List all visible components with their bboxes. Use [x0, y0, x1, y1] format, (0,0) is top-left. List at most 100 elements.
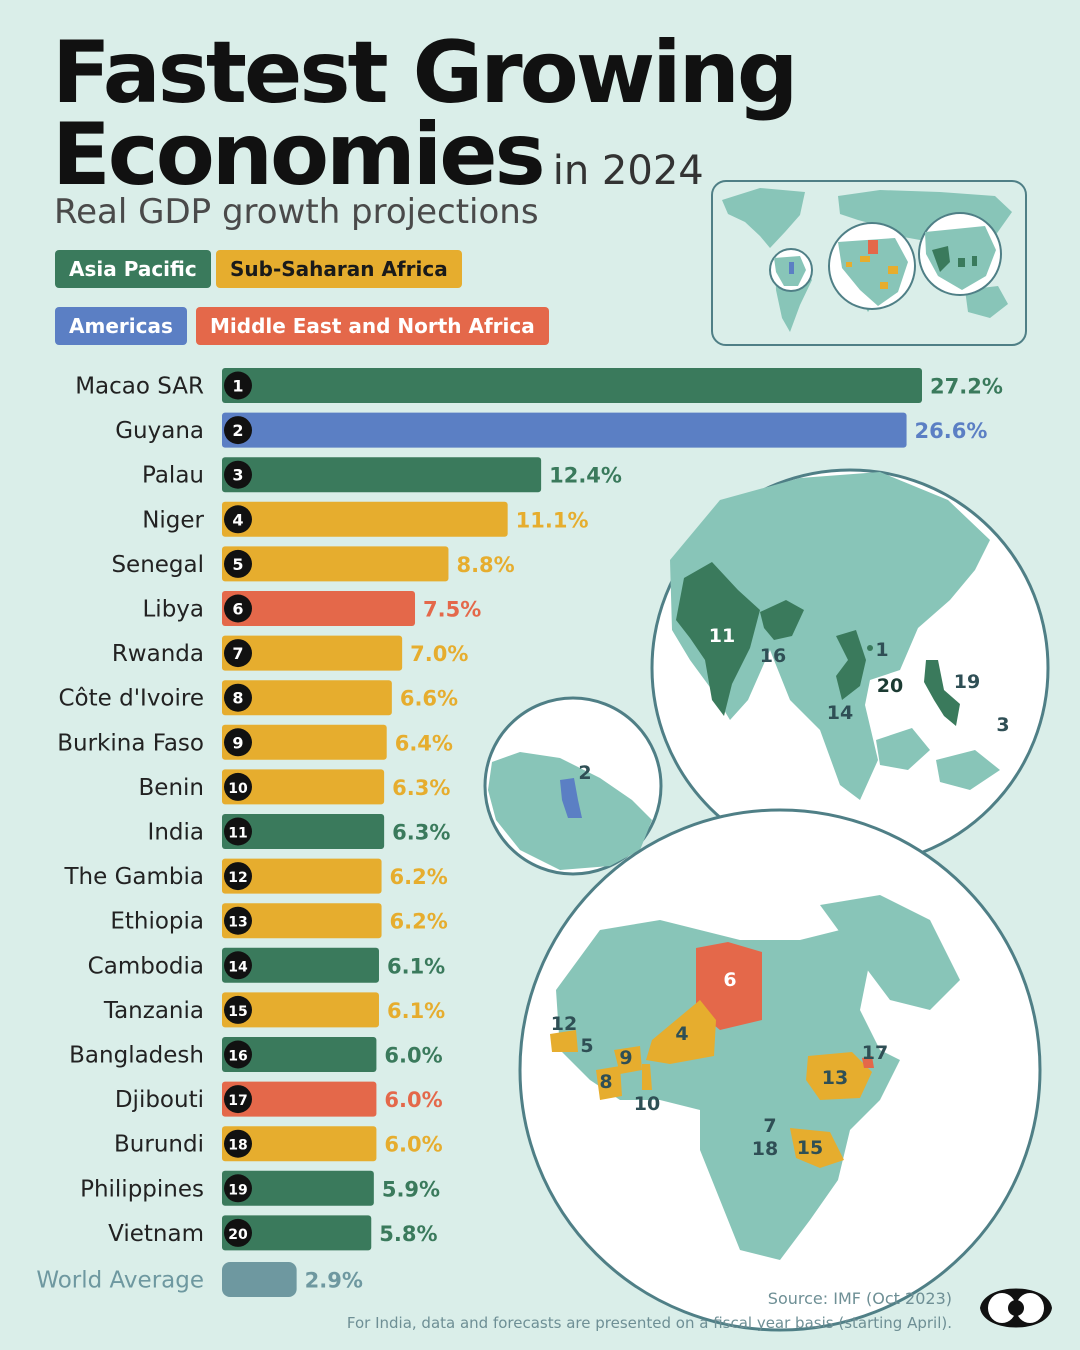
- category-label: Ethiopia: [110, 909, 204, 935]
- americas-map: [483, 696, 663, 876]
- map-number-label: 2: [578, 762, 591, 784]
- category-label: Benin: [139, 775, 204, 801]
- inset-australia: [965, 286, 1008, 318]
- rank-number: 2: [232, 421, 243, 440]
- bar: [222, 858, 382, 894]
- world-map-inset: [711, 180, 1027, 346]
- niger-shape: [646, 1000, 716, 1064]
- rank-number: 3: [232, 466, 243, 485]
- rank-number: 16: [228, 1049, 247, 1065]
- value-label: 7.0%: [410, 642, 468, 666]
- world-average-value: 2.9%: [305, 1269, 363, 1293]
- title-line-1: Fastest Growing: [52, 23, 798, 123]
- value-label: 6.0%: [384, 1088, 442, 1112]
- bar: [222, 1037, 377, 1072]
- bar: [222, 368, 922, 403]
- rank-number: 13: [228, 915, 247, 931]
- bar-chart: Macao SAR 1 27.2%Guyana 2 26.6%Palau 3 12.4%Ni…: [36, 368, 1003, 1297]
- value-label: 6.0%: [384, 1044, 442, 1068]
- footnote: For India, data and forecasts are presen…: [346, 1314, 952, 1332]
- rank-number: 10: [228, 781, 248, 797]
- bar: [222, 903, 382, 939]
- title-main: Economies: [52, 105, 546, 205]
- mali-burkina-shape: [614, 1046, 642, 1074]
- asia-land: [670, 472, 990, 800]
- category-label: Libya: [142, 597, 204, 623]
- value-label: 8.8%: [456, 553, 514, 577]
- rank-badge: [224, 1129, 252, 1158]
- rank-badge: [224, 862, 252, 891]
- rank-badge: [224, 728, 252, 757]
- value-label: 6.1%: [387, 999, 445, 1023]
- rank-number: 18: [228, 1138, 247, 1154]
- map-number-label: 6: [723, 969, 736, 991]
- value-label: 6.3%: [392, 776, 450, 800]
- map-labels: 11 16 1 20 19 14 3 2 6 125 4 98 10 13 17 718 15: [551, 625, 1010, 1160]
- bar: [222, 769, 385, 805]
- value-label: 7.5%: [423, 598, 481, 622]
- india-shape: [676, 562, 760, 716]
- rank-badge: [224, 772, 252, 801]
- inset-north-america: [722, 188, 805, 248]
- publisher-logo-icon: [980, 1288, 1052, 1328]
- rank-number: 8: [232, 689, 243, 708]
- djibouti-shape: [862, 1056, 874, 1068]
- category-label: Burkina Faso: [57, 730, 204, 756]
- category-label: Niger: [142, 507, 204, 533]
- rank-badge: [224, 639, 252, 668]
- value-label: 6.0%: [384, 1133, 442, 1157]
- rank-badge: [224, 416, 252, 445]
- value-label: 27.2%: [930, 375, 1003, 399]
- value-label: 26.6%: [915, 419, 988, 443]
- benin-shape: [642, 1064, 652, 1090]
- category-label: Cambodia: [88, 953, 204, 979]
- rank-badge: [224, 951, 252, 980]
- rank-badge: [224, 906, 252, 935]
- rank-badge: [224, 683, 252, 712]
- rank-number: 14: [228, 959, 248, 975]
- rank-badge: [224, 1218, 252, 1247]
- rank-number: 19: [228, 1182, 247, 1198]
- bar: [222, 457, 542, 493]
- rank-number: 5: [232, 555, 243, 574]
- macao-dot: [867, 645, 873, 651]
- bar: [222, 1170, 374, 1206]
- subtitle: Real GDP growth projections: [54, 192, 539, 232]
- rank-badge: [224, 817, 252, 846]
- category-label: Senegal: [111, 552, 204, 578]
- world-average-label: World Average: [36, 1268, 204, 1294]
- rank-badge: [224, 1085, 252, 1114]
- bar: [222, 1126, 377, 1162]
- category-label: Guyana: [115, 418, 204, 444]
- rank-badge: [224, 505, 252, 534]
- category-label: Palau: [142, 463, 204, 489]
- legend-asia-pacific: Asia Pacific: [55, 250, 211, 288]
- libya-shape: [696, 942, 762, 1030]
- category-label: Côte d'Ivoire: [59, 686, 205, 712]
- category-label: Philippines: [80, 1176, 204, 1202]
- bar: [222, 680, 392, 716]
- africa-land: [556, 920, 900, 1260]
- rank-badge: [224, 371, 252, 400]
- rank-number: 4: [232, 510, 243, 529]
- category-label: Burundi: [114, 1132, 204, 1158]
- value-label: 11.1%: [516, 508, 589, 532]
- map-number-label: 20: [877, 675, 903, 697]
- legend-sub-saharan-africa: Sub-Saharan Africa: [216, 250, 462, 288]
- bangladesh-shape: [760, 600, 804, 640]
- bar: [222, 501, 508, 537]
- legend-americas: Americas: [55, 307, 187, 345]
- value-label: 6.2%: [390, 865, 448, 889]
- rank-number: 9: [232, 733, 243, 752]
- rank-badge: [224, 1174, 252, 1203]
- cote-divoire-shape: [596, 1066, 622, 1100]
- category-label: Macao SAR: [75, 374, 204, 400]
- map-number-label: 1: [875, 639, 888, 661]
- senegal-shape: [550, 1030, 578, 1052]
- bar: [222, 1081, 377, 1117]
- category-label: India: [148, 820, 204, 846]
- category-label: Vietnam: [108, 1221, 204, 1247]
- value-label: 6.6%: [400, 687, 458, 711]
- rank-number: 17: [228, 1093, 247, 1109]
